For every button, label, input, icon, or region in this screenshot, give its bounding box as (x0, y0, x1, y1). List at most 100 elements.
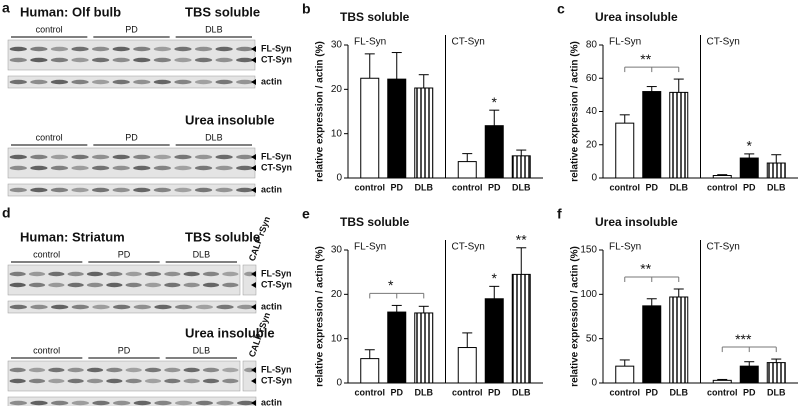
blot-band (195, 304, 214, 310)
y-tick-label: 10 (331, 333, 343, 344)
bar (739, 365, 759, 384)
blot-band (106, 378, 123, 384)
blot-band (86, 378, 104, 384)
blot-band (9, 304, 28, 310)
blot-band (28, 271, 46, 277)
bar (615, 122, 635, 179)
blot-band (71, 187, 89, 193)
x-tick-label: control (355, 182, 386, 192)
blot-band (71, 57, 89, 63)
blot-band (215, 57, 233, 63)
blot-band (153, 165, 172, 171)
band-label: FL-Syn (261, 364, 292, 374)
panel-label: c (557, 1, 565, 17)
blot-band (91, 79, 110, 85)
blot-band (236, 57, 254, 63)
blot-band (71, 154, 89, 160)
blot-band (133, 79, 151, 85)
bar (360, 77, 380, 179)
blot-band (164, 282, 181, 288)
chart-title: Urea insoluble (595, 10, 678, 24)
band-arrow (251, 304, 256, 310)
blot-band (195, 400, 214, 406)
lane-label: control (33, 249, 60, 259)
x-tick-label: control (452, 182, 483, 192)
y-tick-label: 20 (331, 84, 343, 95)
blot-band (86, 282, 104, 288)
blot-band (183, 282, 200, 288)
bar (414, 87, 434, 179)
y-tick-label: 20 (331, 289, 343, 300)
x-tick-label: PD (390, 387, 403, 397)
blot-band (30, 304, 48, 310)
group-label: CT-Syn (707, 242, 740, 253)
y-tick-label: 30 (331, 40, 343, 51)
y-tick-label: 150 (580, 245, 597, 256)
blot-band (91, 57, 110, 63)
blot-title: Human: Olf bulb (20, 4, 121, 19)
lane-label: PD (125, 132, 138, 142)
blot-band (174, 57, 192, 63)
y-tick-label: 30 (331, 245, 343, 256)
panel-label: f (557, 206, 562, 222)
blot-band (164, 378, 181, 384)
fraction-label: Urea insoluble (185, 325, 275, 340)
x-tick-label: PD (645, 387, 658, 397)
bar (457, 161, 477, 179)
band-arrow (251, 271, 256, 277)
blot-band (183, 378, 200, 384)
lane-label: control (36, 132, 63, 142)
y-axis-label: relative expression / actin (%) (315, 246, 326, 387)
band-label: CT-Syn (261, 279, 292, 289)
bar (642, 305, 662, 384)
blot-band (236, 165, 254, 171)
loading-label: actin (261, 184, 282, 194)
band-label: CT-Syn (261, 54, 292, 64)
blot-band (154, 400, 172, 406)
blot-band (194, 46, 213, 52)
blot-band (133, 304, 152, 310)
x-tick-label: DLB (512, 182, 531, 192)
group-label: FL-Syn (354, 37, 386, 48)
blot-band (194, 57, 213, 63)
blot-band (202, 282, 220, 288)
significance: * (388, 277, 394, 293)
x-tick-label: control (707, 182, 738, 192)
blot-band (112, 187, 130, 193)
loading-label: actin (261, 397, 282, 406)
blot-band (50, 165, 69, 171)
loading-label: actin (261, 76, 282, 86)
blot-band (48, 378, 65, 384)
band-label: FL-Syn (261, 43, 292, 53)
blot-band (30, 187, 48, 193)
x-tick-label: PD (645, 182, 658, 192)
bar (766, 162, 786, 179)
blot-band (215, 165, 233, 171)
y-tick-label: 80 (586, 40, 598, 51)
blot-band (71, 79, 89, 85)
blot-band (144, 367, 162, 373)
band-arrow (251, 378, 256, 384)
blot-band (9, 79, 27, 85)
lane-label: DLB (193, 345, 211, 355)
blot-band (86, 367, 104, 373)
blot-band (106, 271, 123, 277)
blot-band (222, 367, 239, 373)
blot-strip (7, 264, 241, 296)
panel-label: b (302, 1, 311, 17)
blot-band (71, 400, 90, 406)
blot-band (50, 154, 69, 160)
blot-band (125, 271, 142, 277)
blot-band (216, 304, 234, 310)
blot-band (30, 79, 48, 85)
lane-label: control (36, 24, 63, 34)
bar (712, 175, 732, 179)
blot-band (91, 187, 110, 193)
blot-band (9, 282, 26, 288)
chart-title: TBS soluble (340, 10, 410, 24)
blot-band (164, 367, 181, 373)
blot-band (9, 57, 27, 63)
x-tick-label: PD (743, 387, 756, 397)
blot-band (112, 400, 131, 406)
